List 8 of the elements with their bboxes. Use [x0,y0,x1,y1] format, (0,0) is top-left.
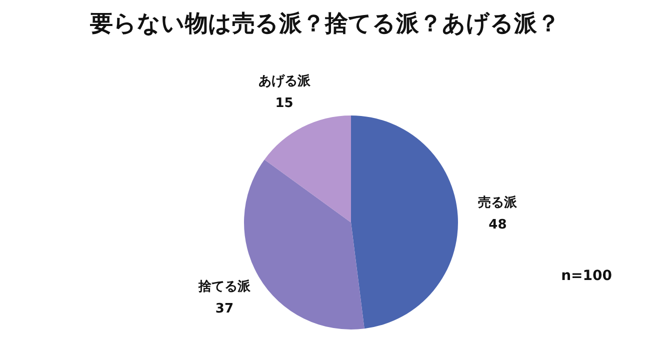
data-label: 37 [215,302,234,317]
slice-label: 捨てる派 [197,278,252,295]
slice-label: あげる派 [258,72,312,89]
chart-title: 要らない物は売る派？捨てる派？あげる派？ [89,10,561,39]
data-label: 48 [488,218,507,233]
text: n=100 [561,268,612,284]
slice-label: 売る派 [478,194,518,211]
data-label: 15 [275,96,294,111]
